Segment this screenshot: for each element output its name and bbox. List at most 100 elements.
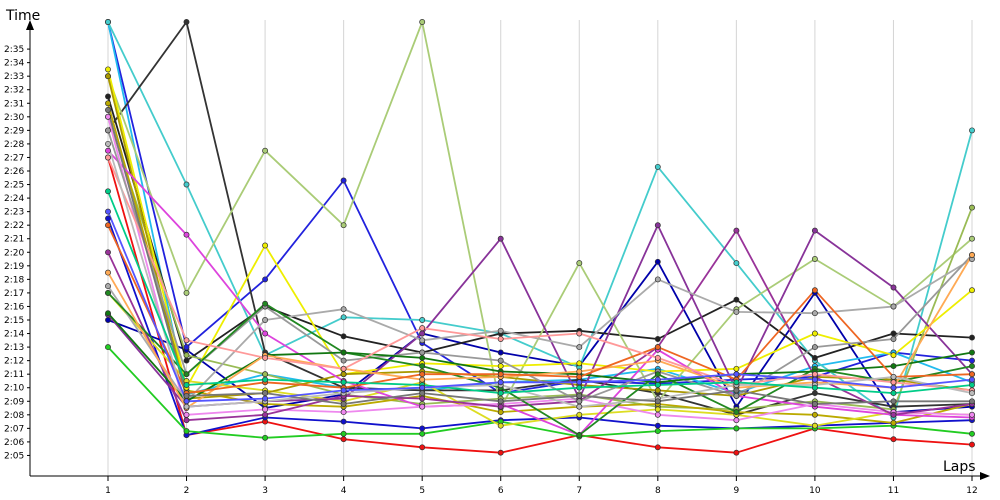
data-point	[105, 140, 111, 147]
data-point	[183, 289, 190, 296]
data-point	[105, 147, 111, 154]
y-tick-label: 2:09	[4, 397, 24, 407]
y-tick-label: 2:34	[4, 59, 24, 69]
y-tick-label: 2:11	[4, 370, 24, 380]
data-point	[183, 231, 190, 238]
data-point	[105, 222, 111, 229]
series-line	[107, 312, 973, 403]
data-point	[105, 113, 111, 120]
y-tick-label: 2:18	[4, 275, 24, 285]
data-point	[733, 409, 740, 416]
series-lines	[107, 21, 973, 454]
data-point	[576, 432, 583, 439]
y-tick-label: 2:32	[4, 86, 24, 96]
data-point	[890, 352, 897, 359]
data-point	[654, 376, 661, 383]
data-point	[654, 411, 661, 418]
x-axis-title: Laps	[943, 459, 976, 475]
data-point	[497, 235, 504, 242]
data-point	[262, 376, 269, 383]
x-tick-label: 9	[733, 486, 739, 496]
y-tick-label: 2:21	[4, 235, 24, 245]
data-point	[890, 373, 897, 380]
y-tick-label: 2:19	[4, 262, 24, 272]
data-point	[576, 384, 583, 391]
y-tick-label: 2:25	[4, 181, 24, 191]
x-tick-label: 12	[966, 486, 977, 496]
data-point	[419, 395, 426, 402]
y-tick-label: 2:29	[4, 126, 24, 136]
y-tick-label: 2:20	[4, 248, 24, 258]
series-line	[107, 258, 973, 403]
data-point	[497, 371, 504, 378]
data-point	[890, 436, 897, 443]
data-point	[654, 354, 661, 361]
data-point	[733, 227, 740, 234]
y-tick-label: 2:28	[4, 140, 24, 150]
data-point	[811, 344, 818, 351]
data-point	[419, 337, 426, 344]
y-tick-label: 2:10	[4, 384, 24, 394]
data-point	[183, 19, 190, 25]
data-point	[105, 269, 111, 276]
data-point	[654, 371, 661, 378]
data-point	[969, 441, 975, 448]
series-line	[107, 143, 973, 408]
data-point	[262, 300, 269, 307]
data-point	[340, 177, 347, 184]
data-point	[419, 371, 426, 378]
series-line	[107, 211, 973, 403]
data-point	[576, 330, 583, 337]
data-point	[497, 336, 504, 342]
y-tick-label: 2:15	[4, 316, 24, 326]
data-point	[105, 215, 111, 222]
data-point	[811, 422, 818, 429]
data-point	[811, 330, 818, 337]
data-point	[419, 376, 426, 383]
data-point	[419, 354, 426, 361]
data-point	[340, 222, 347, 229]
x-tick-label: 1	[105, 486, 111, 496]
data-point	[890, 398, 897, 405]
series-line	[107, 157, 973, 392]
data-point	[340, 418, 347, 425]
data-point	[105, 100, 111, 107]
tick-labels: 1 2 3 4 5 6 7 8 9 10 11 122:052:062:072:082:092:102…	[4, 45, 978, 496]
data-point	[419, 425, 426, 432]
y-axis-arrow-icon	[26, 20, 34, 30]
data-point	[340, 371, 347, 378]
data-point	[340, 430, 347, 437]
data-point	[733, 387, 740, 394]
data-point	[654, 382, 661, 388]
data-point	[183, 344, 190, 351]
data-point	[497, 327, 504, 334]
data-point	[262, 390, 269, 397]
data-point	[105, 310, 111, 317]
y-tick-label: 2:22	[4, 221, 24, 231]
data-point	[811, 371, 818, 378]
series-markers	[105, 19, 975, 456]
data-point	[262, 371, 269, 378]
y-tick-label: 2:12	[4, 357, 24, 367]
data-point	[733, 371, 740, 378]
data-point	[497, 379, 504, 386]
data-point	[733, 365, 740, 372]
data-point	[969, 376, 975, 383]
y-tick-label: 2:23	[4, 208, 24, 218]
data-point	[262, 406, 269, 413]
data-point	[811, 384, 818, 391]
data-point	[497, 363, 504, 370]
data-point	[969, 357, 975, 364]
data-point	[969, 252, 975, 258]
data-point	[497, 409, 504, 416]
data-point	[811, 227, 818, 234]
data-point	[890, 419, 897, 426]
data-point	[733, 308, 740, 315]
data-point	[576, 411, 583, 418]
series-line	[107, 130, 973, 403]
data-point	[183, 371, 190, 378]
series-line	[107, 116, 973, 422]
data-point	[183, 352, 190, 359]
data-point	[183, 357, 190, 364]
